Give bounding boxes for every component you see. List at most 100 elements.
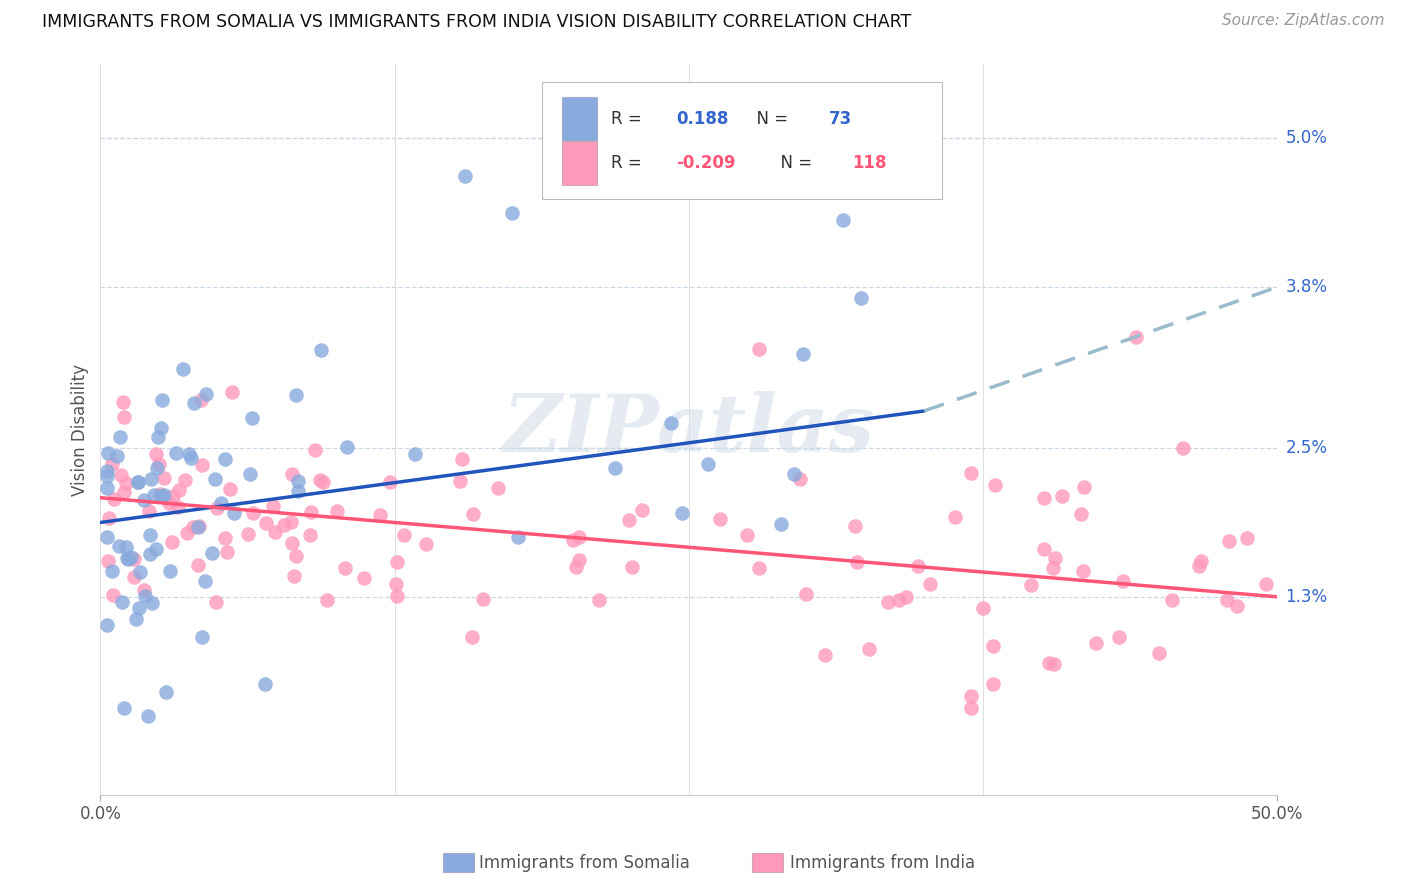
Point — [127, 475, 149, 489]
Point — [887, 592, 910, 607]
Point — [501, 205, 523, 219]
Point — [1042, 561, 1064, 575]
Point — [134, 589, 156, 603]
Point — [1071, 564, 1094, 578]
Point — [214, 531, 236, 545]
Point — [735, 528, 758, 542]
Point — [111, 395, 134, 409]
Point — [385, 589, 408, 603]
Point — [1189, 554, 1212, 568]
Point — [392, 528, 415, 542]
Point — [177, 447, 200, 461]
Point — [1236, 531, 1258, 545]
Point — [415, 537, 437, 551]
Point — [187, 519, 209, 533]
Point — [981, 639, 1004, 653]
Point — [1125, 329, 1147, 343]
Point — [236, 527, 259, 541]
Point — [565, 559, 588, 574]
Point — [221, 385, 243, 400]
Point — [97, 510, 120, 524]
Point — [165, 446, 187, 460]
Point — [907, 559, 929, 574]
Point — [568, 530, 591, 544]
Point — [877, 595, 900, 609]
Point — [160, 535, 183, 549]
Point — [471, 591, 494, 606]
Point — [150, 421, 173, 435]
Point — [769, 516, 792, 531]
Point — [120, 549, 142, 564]
Point — [190, 393, 212, 408]
Point — [181, 520, 204, 534]
Point — [125, 612, 148, 626]
Point — [105, 449, 128, 463]
Text: Immigrants from India: Immigrants from India — [790, 854, 976, 871]
Point — [217, 545, 239, 559]
Point — [299, 527, 322, 541]
Point — [112, 409, 135, 424]
Point — [191, 458, 214, 472]
Point — [183, 396, 205, 410]
Point — [254, 676, 277, 690]
Point — [309, 343, 332, 358]
Point — [205, 595, 228, 609]
Point — [858, 641, 880, 656]
Point — [141, 596, 163, 610]
Point — [1019, 577, 1042, 591]
Point — [1147, 647, 1170, 661]
Point — [461, 631, 484, 645]
Point — [960, 701, 983, 715]
Text: IMMIGRANTS FROM SOMALIA VS IMMIGRANTS FROM INDIA VISION DISABILITY CORRELATION C: IMMIGRANTS FROM SOMALIA VS IMMIGRANTS FR… — [42, 13, 911, 31]
Point — [794, 587, 817, 601]
Point — [122, 552, 145, 566]
Point — [943, 509, 966, 524]
Text: Source: ZipAtlas.com: Source: ZipAtlas.com — [1222, 13, 1385, 29]
Point — [849, 292, 872, 306]
Point — [960, 689, 983, 703]
Text: R =: R = — [612, 153, 647, 172]
Point — [264, 525, 287, 540]
Point — [117, 552, 139, 566]
Point — [299, 505, 322, 519]
Point — [326, 504, 349, 518]
Point — [284, 388, 307, 402]
Point — [918, 577, 941, 591]
Point — [145, 447, 167, 461]
Point — [242, 506, 264, 520]
Point — [378, 475, 401, 489]
Point — [1070, 508, 1092, 522]
Point — [1225, 599, 1247, 613]
Point — [1045, 551, 1067, 566]
Point — [96, 617, 118, 632]
Point — [561, 533, 583, 548]
Point — [219, 482, 242, 496]
Point — [312, 475, 335, 489]
Point — [142, 488, 165, 502]
Point — [115, 476, 138, 491]
Point — [112, 701, 135, 715]
Point — [97, 554, 120, 568]
Point — [792, 346, 814, 360]
Point — [789, 472, 811, 486]
Point — [127, 475, 149, 489]
Text: 1.3%: 1.3% — [1285, 588, 1327, 606]
FancyBboxPatch shape — [562, 97, 598, 141]
Point — [748, 561, 770, 575]
Point — [1256, 576, 1278, 591]
Point — [404, 447, 426, 461]
Point — [831, 213, 853, 227]
Point — [262, 500, 284, 514]
Point — [138, 504, 160, 518]
Point — [983, 677, 1005, 691]
Point — [180, 451, 202, 466]
Point — [588, 593, 610, 607]
Point — [984, 478, 1007, 492]
Point — [214, 452, 236, 467]
Point — [844, 519, 866, 533]
Text: 118: 118 — [852, 153, 887, 172]
Point — [333, 561, 356, 575]
Point — [617, 513, 640, 527]
Point — [254, 516, 277, 530]
Point — [1171, 441, 1194, 455]
